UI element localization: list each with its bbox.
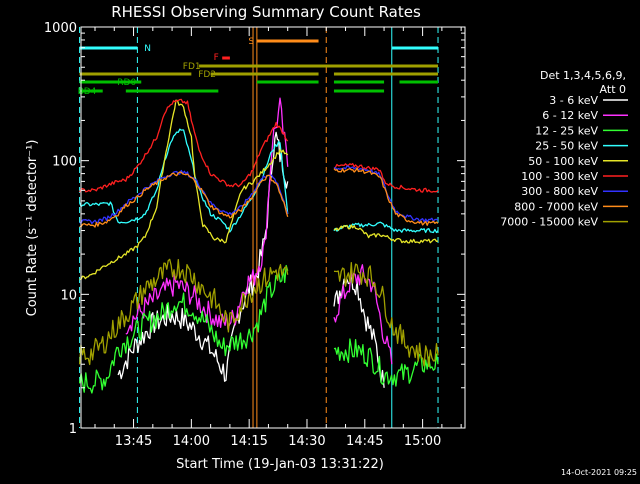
y-tick-label: 100 [52,155,77,170]
legend-header: Det 1,3,4,5,6,9, [540,69,626,82]
series-line [78,264,289,394]
x-tick-label: 14:45 [346,434,383,449]
series-line [117,131,289,382]
legend-label: 50 - 100 keV [528,155,598,168]
legend-label: 6 - 12 keV [542,109,598,122]
legend-label: 100 - 300 keV [521,170,598,183]
series-line [79,169,289,225]
legend-label: 12 - 25 keV [535,124,598,137]
legend-label: 300 - 800 keV [521,185,598,198]
series-line [78,258,289,366]
series-line [79,98,289,193]
legend-label: 25 - 50 keV [535,140,598,153]
series-line [333,165,439,223]
y-axis: 1 10 100 1000 [44,21,465,437]
y-tick-label: 10 [60,288,77,303]
plot-frame [80,26,466,429]
plot-timestamp: 14-Oct-2021 09:25 [561,468,637,477]
series-line [333,224,439,244]
flag-label-fd1: FD1 [183,62,201,72]
legend-label: 800 - 7000 keV [514,200,598,213]
series-line [333,167,439,226]
x-tick-label: 14:00 [173,434,210,449]
series-line [333,264,393,365]
legend-label: 3 - 6 keV [549,94,598,107]
flag-label-rd0: RD0 [117,78,136,88]
x-axis-label: Start Time (19-Jan-03 13:31:22) [176,457,384,472]
series-line [333,162,439,193]
legend: Det 1,3,4,5,6,9,Att 03 - 6 keV 6 - 12 keV… [500,69,628,229]
flag-label-n: N [144,44,151,54]
flag-label-s: S [248,37,254,47]
flag-label-fd2: FD2 [198,70,216,80]
series-line [333,262,439,368]
legend-label: 7000 - 15000 keV [500,216,598,229]
series-layer [78,97,439,394]
chart-title: RHESSI Observing Summary Count Rates [111,3,421,21]
x-axis: 13:45 14:00 14:15 14:30 14:45 15:00 [94,27,462,449]
x-tick-label: 13:45 [115,434,152,449]
flag-label-f: F [214,53,219,63]
y-tick-label: 1000 [44,21,77,36]
series-line [333,338,439,387]
flag-label-bd4: BD4 [78,87,97,97]
series-line [125,97,289,335]
legend-header: Att 0 [600,83,626,96]
x-tick-label: 15:00 [404,434,441,449]
y-axis-label: Count Rate (s⁻¹ detector⁻¹) [25,140,40,317]
x-tick-label: 14:30 [288,434,325,449]
series-line [79,171,289,228]
series-line [79,99,289,281]
y-tick-label: 1 [69,422,77,437]
x-tick-label: 14:15 [230,434,267,449]
